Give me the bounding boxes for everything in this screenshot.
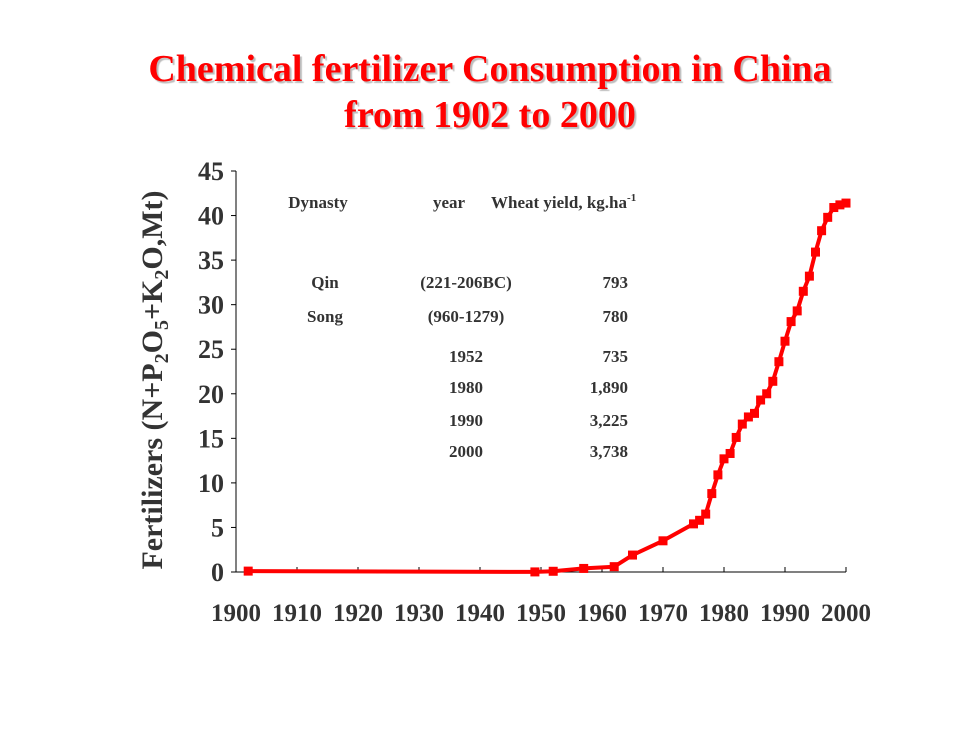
- table-cell-yield: 735: [603, 347, 629, 366]
- data-point: [835, 200, 845, 210]
- x-tick-label: 1960: [577, 600, 627, 627]
- table-cell-year: 1952: [449, 347, 483, 366]
- table-cell-yield: 3,738: [590, 442, 628, 461]
- table-cell-year: (221-206BC): [420, 273, 512, 292]
- table-header-dynasty: Dynasty: [288, 193, 348, 212]
- data-point: [689, 519, 698, 529]
- y-tick-label: 20: [198, 380, 224, 409]
- data-point: [817, 226, 827, 236]
- x-tick-label: 1910: [272, 600, 322, 627]
- data-point: [780, 336, 790, 346]
- data-point: [823, 212, 833, 222]
- table-cell-year: 1990: [449, 411, 483, 430]
- table-cell-yield: 793: [603, 273, 629, 292]
- data-point: [658, 536, 668, 546]
- x-tick-label: 1970: [638, 600, 688, 627]
- data-point: [609, 562, 619, 572]
- data-point: [743, 412, 753, 422]
- table-cell-year: 1980: [449, 378, 483, 397]
- data-point: [719, 454, 729, 464]
- data-point: [737, 419, 747, 429]
- data-point: [811, 247, 820, 257]
- x-tick-label: 1930: [394, 600, 444, 627]
- table-cell-year: 2000: [449, 442, 483, 461]
- data-point: [792, 306, 802, 316]
- data-point: [548, 566, 558, 576]
- chart-ticks: 0 5 10 15 20 25 30 35 40 45 1900 1910 1920 1930 1940 19…: [198, 157, 871, 627]
- data-point: [530, 567, 540, 577]
- data-point: [829, 203, 839, 213]
- y-tick-label: 25: [198, 335, 224, 364]
- data-point: [756, 395, 766, 405]
- x-tick-label: 1990: [760, 600, 810, 627]
- table-header-yield: Wheat yield, kg.ha-1: [491, 192, 636, 212]
- table-cell-dynasty: Qin: [311, 273, 339, 292]
- chart-title: Chemical fertilizer Consumption in China…: [0, 46, 980, 138]
- data-point: [713, 470, 723, 480]
- y-tick-label: 30: [198, 291, 224, 320]
- data-point: [798, 286, 808, 296]
- data-point: [750, 408, 759, 418]
- x-tick-label: 1980: [699, 600, 749, 627]
- x-tick-label: 2000: [821, 600, 871, 627]
- x-tick-label: 1920: [333, 600, 383, 627]
- series-line: [248, 201, 847, 574]
- data-point: [695, 515, 705, 525]
- annotation-table: Dynasty year Wheat yield, kg.ha-1 Qin (221-2…: [288, 192, 636, 461]
- y-tick-label: 45: [198, 157, 224, 186]
- data-point: [707, 489, 717, 499]
- data-point: [786, 317, 796, 327]
- data-point: [731, 432, 741, 442]
- data-point: [768, 376, 778, 386]
- data-point: [701, 509, 711, 519]
- data-point: [628, 550, 637, 560]
- data-point: [804, 271, 814, 281]
- chart-axes: [235, 171, 846, 573]
- table-cell-yield: 780: [603, 307, 629, 326]
- x-tick-label: 1940: [455, 600, 505, 627]
- data-point: [243, 566, 253, 576]
- x-tick-label: 1950: [516, 600, 566, 627]
- table-cell-yield: 3,225: [590, 411, 628, 430]
- y-tick-label: 5: [211, 513, 224, 542]
- table-cell-yield: 1,890: [590, 378, 628, 397]
- data-point: [774, 357, 784, 367]
- table-cell-dynasty: Song: [307, 307, 343, 326]
- data-point: [725, 448, 735, 458]
- data-point: [762, 389, 772, 399]
- y-tick-label: 35: [198, 246, 224, 275]
- table-header-year: year: [433, 193, 466, 212]
- y-tick-label: 10: [198, 469, 224, 498]
- data-point: [579, 563, 589, 573]
- data-point: [841, 198, 851, 208]
- y-tick-label: 40: [198, 202, 224, 231]
- x-tick-label: 1900: [211, 600, 261, 627]
- y-tick-label: 15: [198, 424, 224, 453]
- chart-series: [243, 198, 851, 577]
- chart-title-line2: from 1902 to 2000: [344, 94, 636, 136]
- table-header-yield-superscript: -1: [627, 192, 636, 204]
- y-tick-label: 0: [211, 558, 224, 587]
- chart-title-line1: Chemical fertilizer Consumption in China: [148, 48, 832, 90]
- table-cell-year: (960-1279): [428, 307, 504, 326]
